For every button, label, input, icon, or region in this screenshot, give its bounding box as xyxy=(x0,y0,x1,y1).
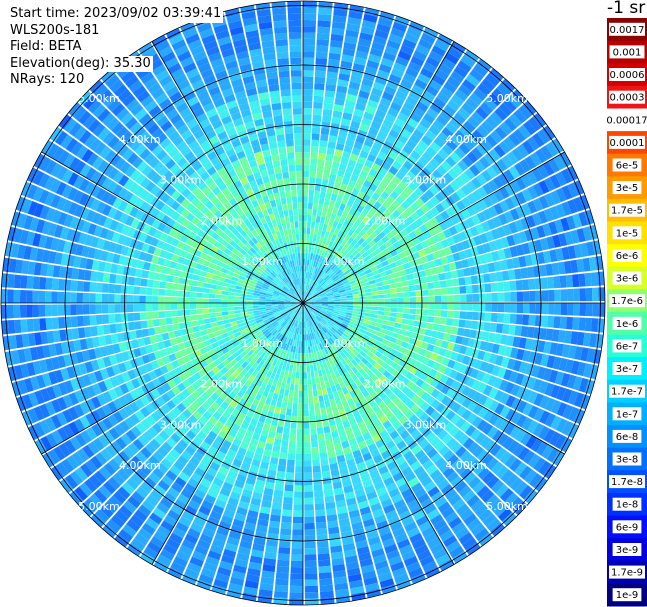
range-ring-label: 5.00km xyxy=(78,500,120,513)
range-ring-label: 5.00km xyxy=(486,92,528,105)
range-ring-label: 1.00km xyxy=(241,337,283,350)
range-ring-label: 2.00km xyxy=(201,214,243,227)
range-ring-label: 2.00km xyxy=(364,214,406,227)
range-ring-label: 2.00km xyxy=(201,378,243,391)
nrays-label: NRays: 120 xyxy=(10,72,87,89)
elevation-label: Elevation(deg): 35.30 xyxy=(10,55,153,72)
range-ring-labels: 1.00km 1.00km 1.00km 1.00km 2.00km 2.00km 2.00… xyxy=(78,92,528,513)
scan-info-panel: Start time: 2023/09/02 03:39:41 WLS200s-… xyxy=(10,6,224,89)
range-ring-label: 4.00km xyxy=(119,133,161,146)
radar-rays xyxy=(1,1,605,605)
range-ring-label: 3.00km xyxy=(405,418,447,431)
range-ring-label: 5.00km xyxy=(78,92,120,105)
range-ring-label: 3.00km xyxy=(405,174,447,187)
range-ring-label: 4.00km xyxy=(445,459,487,472)
range-ring-grid xyxy=(0,0,606,606)
range-ring-label: 3.00km xyxy=(160,174,202,187)
field-label: Field: BETA xyxy=(10,39,84,56)
start-time-label: Start time: 2023/09/02 03:39:41 xyxy=(10,6,224,23)
range-ring-label: 1.00km xyxy=(241,255,283,268)
range-ring-label: 4.00km xyxy=(119,459,161,472)
range-ring-label: 1.00km xyxy=(323,337,365,350)
range-ring-label: 3.00km xyxy=(160,418,202,431)
colorbar-units-label: -1 sr xyxy=(607,0,646,18)
instrument-label: WLS200s-181 xyxy=(10,22,102,39)
range-ring-label: 1.00km xyxy=(323,255,365,268)
range-ring-label: 4.00km xyxy=(445,133,487,146)
range-ring-label: 2.00km xyxy=(364,378,406,391)
range-ring-label: 5.00km xyxy=(486,500,528,513)
